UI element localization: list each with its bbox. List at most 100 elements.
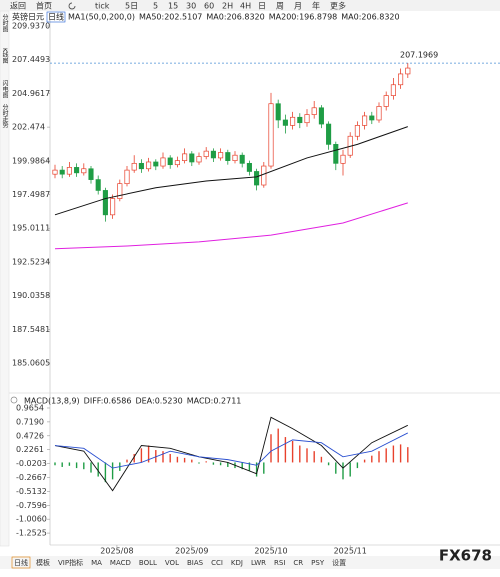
candle-body [333,144,339,164]
legend-entry: MA50:202.5107 [139,13,202,22]
x-tick-label: 2025/11 [334,547,367,556]
candle-body [268,103,274,167]
indicator-tab[interactable]: 日线 [14,558,28,567]
toolbar-button[interactable]: 返回 [10,2,26,11]
indicator-tab[interactable]: BIAS [187,559,204,567]
toolbar-button[interactable]: 月 [294,2,302,11]
candle-body [369,115,375,121]
indicator-tab[interactable]: VIP指标 [58,558,83,567]
toolbar-button[interactable]: 60 [204,2,214,11]
tab-bar [0,556,500,569]
toolbar-button[interactable]: 首页 [36,1,52,11]
y-tick-label: 0.4726 [16,431,44,440]
candle-body [254,171,260,186]
ma-line [54,202,408,250]
candle-body [74,167,80,174]
toolbar-button[interactable]: 30 [186,2,196,11]
indicator-tab[interactable]: PSY [311,559,325,567]
candle-body [246,162,252,172]
panel-toggle[interactable] [10,396,18,404]
candle-body [405,67,411,75]
indicator-tab[interactable]: RSI [274,559,285,567]
toolbar-button[interactable]: 年 [312,1,320,11]
candle-body [290,116,296,126]
toolbar-button[interactable]: tick [95,2,110,11]
toolbar-button[interactable]: 周 [276,2,284,11]
sidebar-tab[interactable]: K线图 [1,48,8,65]
y-tick-label: -0.5132 [16,487,47,496]
legend-entry: MA0:206.8320 [341,13,399,22]
candle-body [189,153,195,163]
legend-entry: DEA:0.5230 [135,397,182,406]
watermark: FX678 [439,547,492,565]
toolbar-button[interactable]: 5 [153,2,158,11]
y-tick-label: 187.5481 [12,325,50,334]
y-tick-label: 202.474 [12,123,45,132]
y-tick-label: 185.0605 [12,359,50,368]
indicator-tab[interactable]: 模板 [36,558,50,567]
toolbar-button[interactable]: 2H [222,2,233,11]
candle-body [261,165,267,186]
x-tick-label: 2025/10 [254,547,287,556]
indicator-tab[interactable]: LWR [251,559,266,567]
toolbar [0,0,500,11]
toolbar-button[interactable]: 更多 [330,1,346,11]
candle-body [59,169,65,175]
candle-body [326,123,332,145]
candle-body [52,169,58,175]
sidebar [0,10,10,547]
candle-body [138,162,144,170]
x-tick-label: 2025/09 [175,547,208,556]
sidebar-tab[interactable]: 分时走势 [1,103,8,129]
macd-line [54,416,408,492]
y-tick-label: 190.0358 [12,291,50,300]
y-tick-label: 192.5234 [12,257,50,266]
toolbar-button[interactable]: 15 [168,2,178,11]
candle-body [398,73,404,86]
toolbar-button[interactable]: 5日 [125,2,138,11]
candle-body [203,150,209,157]
candle-body [102,190,108,216]
y-tick-label: 0.2261 [16,445,44,454]
y-tick-label: 204.9617 [12,89,50,98]
y-tick-label: -0.0203 [16,459,47,468]
macd-line [54,432,409,469]
legend-entry: MACD(13,8,9) [24,397,80,406]
y-tick-label: 209.9370 [12,22,50,31]
candle-body [354,125,360,137]
candle-body [81,168,87,174]
y-tick-label: 0.9654 [16,403,44,412]
candle-body [95,179,101,191]
period-badge [46,11,66,23]
indicator-tab[interactable]: MACD [110,559,131,567]
candle-body [218,152,224,159]
indicator-tab[interactable]: KDJ [231,559,243,567]
legend-entry: MA1(50,0,200,0) [68,13,135,22]
toolbar-button[interactable]: 4H [240,2,251,11]
y-tick-label: 0.7190 [16,417,44,426]
candle-body [318,107,324,125]
sidebar-tab[interactable]: 闪电图 [1,79,8,99]
indicator-tab[interactable]: VOL [165,559,179,567]
toolbar-button[interactable]: 日 [258,2,266,11]
y-tick-label: -0.7596 [16,501,47,510]
indicator-tab[interactable]: BOLL [139,559,157,567]
indicator-tab[interactable]: CCI [211,559,223,567]
legend-entry: 日线 [48,12,64,22]
candle-body [110,198,116,216]
sidebar-tab[interactable]: 分时图 [1,13,8,33]
indicator-tab[interactable]: CR [293,559,303,567]
indicator-tab[interactable]: 设置 [332,558,346,567]
legend-entry: MA200:196.8798 [269,13,338,22]
candle-body [340,154,346,164]
indicator-tab[interactable]: MA [91,559,102,567]
y-tick-label: -1.0060 [16,515,47,524]
ma-line [54,126,408,216]
candle-body [124,169,130,185]
refresh-icon[interactable] [68,2,76,10]
legend-entry: 英镑日元 [12,12,44,22]
y-tick-label: -0.2667 [16,473,47,482]
y-tick-label: 197.4987 [12,190,50,199]
candle-body [376,106,382,121]
candle-body [297,116,303,124]
